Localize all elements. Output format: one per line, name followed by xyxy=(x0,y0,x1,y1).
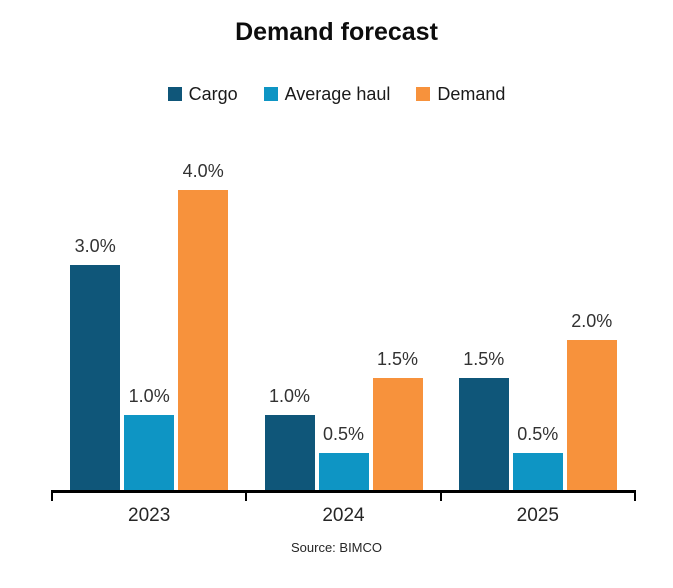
legend-swatch-icon xyxy=(263,87,278,101)
chart-title: Demand forecast xyxy=(235,18,438,46)
data-label-demand-2024: 1.5% xyxy=(376,348,419,369)
bar-average-haul-2024 xyxy=(318,452,369,490)
bar-cargo-2025 xyxy=(458,377,509,490)
legend-label: Demand xyxy=(437,84,506,104)
data-label-cargo-2024: 1.0% xyxy=(268,386,311,407)
x-axis-label-2024: 2024 xyxy=(322,505,365,526)
x-axis-line xyxy=(51,490,636,493)
bar-cargo-2024 xyxy=(264,415,315,490)
legend-item-demand: Demand xyxy=(416,84,505,104)
x-axis-tick xyxy=(634,493,636,501)
source-label: Source: BIMCO xyxy=(290,540,383,555)
data-label-cargo-2025: 1.5% xyxy=(463,348,505,369)
x-axis-tick xyxy=(245,493,248,501)
bar-cargo-2023 xyxy=(70,265,121,490)
x-axis-tick xyxy=(51,493,53,501)
data-label-demand-2025: 2.0% xyxy=(571,311,613,332)
bar-demand-2025 xyxy=(566,340,617,490)
legend-item-average-haul: Average haul xyxy=(263,84,391,104)
bar-average-haul-2023 xyxy=(124,415,175,490)
bar-average-haul-2025 xyxy=(512,452,563,490)
data-label-cargo-2023: 3.0% xyxy=(74,236,116,257)
legend-label: Cargo xyxy=(188,84,238,104)
x-axis-label-2025: 2025 xyxy=(516,505,559,526)
data-label-average-haul-2025: 0.5% xyxy=(517,423,559,444)
legend-label: Average haul xyxy=(284,84,391,104)
legend-swatch-icon xyxy=(167,87,182,101)
x-axis-label-2023: 2023 xyxy=(128,505,171,526)
legend: Cargo Average haul Demand xyxy=(0,84,673,104)
plot-area: 3.0% 1.0% 4.0% 1.0% 0.5% 1.5% 1.5% 0.5% 2.0% xyxy=(51,140,636,501)
x-axis-tick xyxy=(439,493,442,501)
legend-swatch-icon xyxy=(416,87,431,101)
bar-demand-2024 xyxy=(372,377,423,490)
bar-demand-2023 xyxy=(178,190,229,490)
data-label-average-haul-2024: 0.5% xyxy=(322,423,365,444)
legend-item-cargo: Cargo xyxy=(167,84,238,104)
x-axis-labels: 2023 2024 2025 xyxy=(52,505,635,527)
data-label-average-haul-2023: 1.0% xyxy=(128,386,170,407)
data-label-demand-2023: 4.0% xyxy=(182,161,224,182)
